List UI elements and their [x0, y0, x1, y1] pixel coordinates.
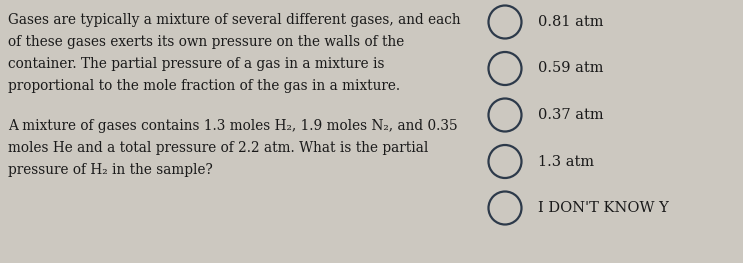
Text: moles He and a total pressure of 2.2 atm. What is the partial: moles He and a total pressure of 2.2 atm…	[8, 141, 429, 155]
Text: pressure of H₂ in the sample?: pressure of H₂ in the sample?	[8, 163, 212, 177]
Text: 0.59 atm: 0.59 atm	[538, 62, 603, 75]
Text: of these gases exerts its own pressure on the walls of the: of these gases exerts its own pressure o…	[8, 35, 404, 49]
Text: A mixture of gases contains 1.3 moles H₂, 1.9 moles N₂, and 0.35: A mixture of gases contains 1.3 moles H₂…	[8, 119, 458, 133]
Text: 1.3 atm: 1.3 atm	[538, 154, 594, 169]
Text: container. The partial pressure of a gas in a mixture is: container. The partial pressure of a gas…	[8, 57, 384, 71]
Text: proportional to the mole fraction of the gas in a mixture.: proportional to the mole fraction of the…	[8, 79, 400, 93]
Text: 0.37 atm: 0.37 atm	[538, 108, 603, 122]
Text: I DON'T KNOW Y: I DON'T KNOW Y	[538, 201, 669, 215]
Text: 0.81 atm: 0.81 atm	[538, 15, 603, 29]
Text: Gases are typically a mixture of several different gases, and each: Gases are typically a mixture of several…	[8, 13, 461, 27]
